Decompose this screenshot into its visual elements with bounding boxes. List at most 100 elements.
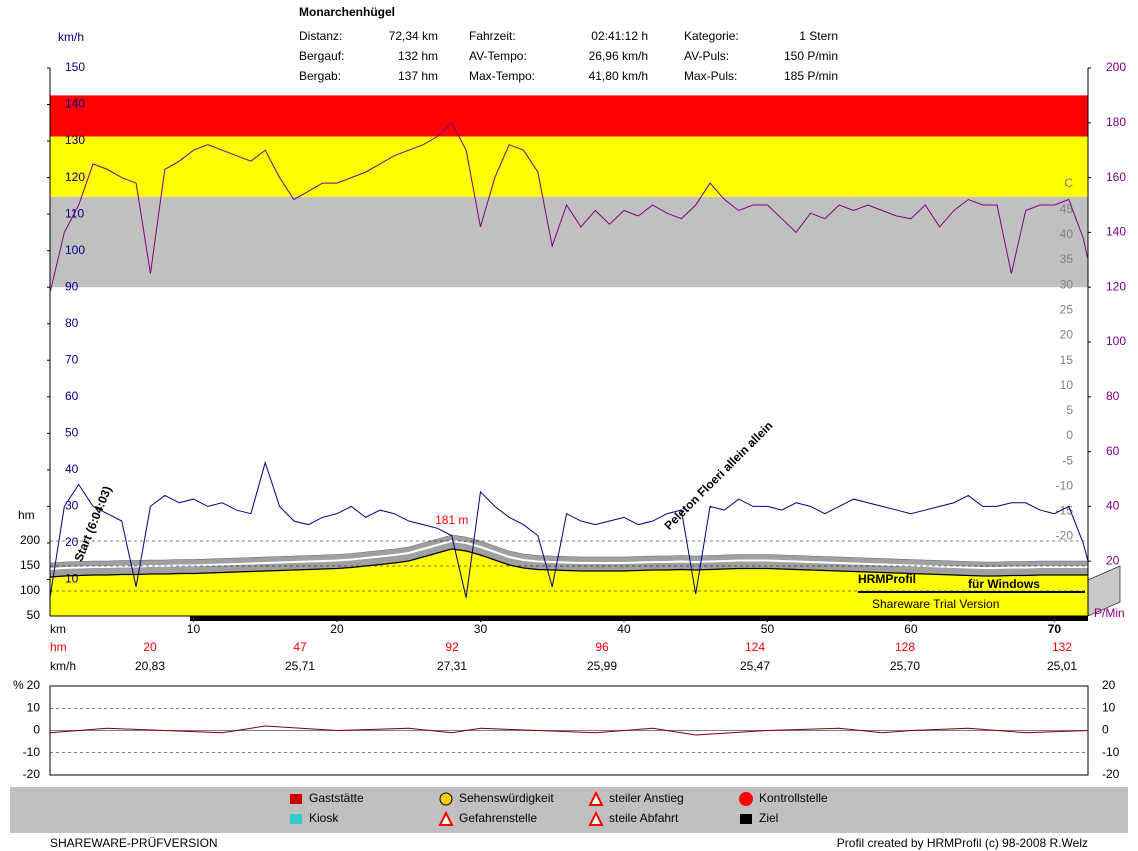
hm-axis-label: hm: [18, 508, 35, 522]
hm-tick-label: 150: [20, 558, 40, 572]
legend-icon: [290, 814, 302, 824]
speed-tick-label: 10: [65, 572, 79, 586]
summary-kmh: 27,31: [437, 659, 467, 673]
pulse-tick-label: 80: [1106, 389, 1120, 403]
legend-label: Sehenswürdigkeit: [459, 791, 554, 805]
summary-kmh: 20,83: [135, 659, 165, 673]
gradient-axis-label: %: [13, 678, 24, 692]
gradient-tick-label: -20: [1102, 767, 1120, 781]
legend-label: Gefahrenstelle: [459, 811, 537, 825]
temp-tick-label: 40: [1060, 227, 1074, 241]
temp-tick-label: -5: [1062, 453, 1073, 467]
legend-box: [10, 787, 1128, 833]
pulse-tick-label: 180: [1106, 115, 1126, 129]
speed-axis-label: km/h: [58, 30, 84, 44]
x-tick-label: 40: [617, 622, 631, 636]
km-bar: [190, 616, 1088, 621]
speed-tick-label: 120: [65, 170, 85, 184]
stat-label: Bergauf:: [299, 49, 344, 63]
summary-kmh: 25,47: [740, 659, 770, 673]
pulse-zone: [50, 136, 1088, 197]
temp-tick-label: 15: [1060, 353, 1074, 367]
legend-label: Ziel: [759, 811, 778, 825]
stat-value: 185 P/min: [784, 69, 838, 83]
legend-label: steiler Anstieg: [609, 791, 684, 805]
stat-value: 1 Stern: [799, 29, 838, 43]
summary-kmh: 25,70: [890, 659, 920, 673]
stat-value: 150 P/min: [784, 49, 838, 63]
legend-label: Gaststätte: [309, 791, 364, 805]
gradient-tick-label: 0: [33, 723, 40, 737]
footer-right: Profil created by HRMProfil (c) 98-2008 …: [837, 836, 1088, 850]
speed-tick-label: 40: [65, 462, 79, 476]
hm-tick-label: 50: [27, 608, 41, 622]
speed-tick-label: 30: [65, 499, 79, 513]
footer-left: SHAREWARE-PRÜFVERSION: [50, 836, 218, 850]
summary-hm: 128: [895, 640, 915, 654]
summary-label: km/h: [50, 659, 76, 673]
temp-tick-label: -10: [1056, 478, 1074, 492]
pulse-tick-label: 20: [1106, 553, 1120, 567]
temp-tick-label: 10: [1060, 378, 1074, 392]
temp-axis-label: C: [1064, 176, 1073, 190]
pulse-tick-label: 60: [1106, 444, 1120, 458]
temp-tick-label: 0: [1066, 428, 1073, 442]
stat-label: Fahrzeit:: [469, 29, 516, 43]
temp-tick-label: 25: [1060, 302, 1074, 316]
gradient-tick-label: -20: [23, 767, 41, 781]
summary-hm: 47: [293, 640, 307, 654]
x-tick-label: 70: [1048, 622, 1062, 636]
altitude-area: [50, 549, 1088, 616]
title: Monarchenhügel: [299, 5, 395, 19]
legend-label: steile Abfahrt: [609, 811, 679, 825]
temp-tick-label: 20: [1060, 328, 1074, 342]
pulse-axis-label: P/Min: [1094, 606, 1125, 620]
speed-tick-label: 130: [65, 133, 85, 147]
speed-tick-label: 90: [65, 279, 79, 293]
legend-icon: [290, 794, 302, 804]
temp-tick-label: 45: [1060, 202, 1074, 216]
gradient-tick-label: 10: [27, 700, 41, 714]
summary-hm: 96: [595, 640, 609, 654]
stat-value: 137 hm: [398, 69, 438, 83]
hm-tick-label: 100: [20, 583, 40, 597]
pulse-zone: [50, 95, 1088, 137]
gradient-tick-label: 10: [1102, 700, 1116, 714]
legend-icon: [439, 792, 453, 806]
gradient-tick-label: -10: [1102, 745, 1120, 759]
x-tick-label: 10: [187, 622, 201, 636]
speed-tick-label: 100: [65, 243, 85, 257]
summary-hm: 132: [1052, 640, 1072, 654]
speed-tick-label: 150: [65, 60, 85, 74]
summary-hm: 92: [445, 640, 459, 654]
x-tick-label: 60: [904, 622, 918, 636]
legend-icon: [740, 814, 752, 824]
stat-value: 41,80 km/h: [589, 69, 648, 83]
x-tick-label: 20: [330, 622, 344, 636]
speed-tick-label: 80: [65, 316, 79, 330]
temp-tick-label: 30: [1060, 277, 1074, 291]
x-tick-label: 30: [474, 622, 488, 636]
stat-value: 02:41:12 h: [591, 29, 648, 43]
legend-icon: [739, 792, 753, 806]
summary-label: hm: [50, 640, 67, 654]
legend-label: Kiosk: [309, 811, 339, 825]
summary-kmh: 25,99: [587, 659, 617, 673]
x-axis-label: km: [50, 622, 66, 636]
stat-value: 132 hm: [398, 49, 438, 63]
speed-tick-label: 140: [65, 97, 85, 111]
legend-icon: [588, 790, 604, 806]
stat-value: 72,34 km: [389, 29, 438, 43]
pulse-tick-label: 200: [1106, 60, 1126, 74]
hm-tick-label: 200: [20, 533, 40, 547]
series-line: [49, 548, 1088, 578]
legend-icon: [438, 810, 454, 826]
series-line: [49, 121, 1089, 293]
pulse-tick-label: 40: [1106, 499, 1120, 513]
pulse-tick-label: 160: [1106, 170, 1126, 184]
logo: HRMProfil: [858, 572, 916, 586]
stat-label: AV-Tempo:: [469, 49, 527, 63]
summary-hm: 20: [143, 640, 157, 654]
summary-kmh: 25,01: [1047, 659, 1077, 673]
